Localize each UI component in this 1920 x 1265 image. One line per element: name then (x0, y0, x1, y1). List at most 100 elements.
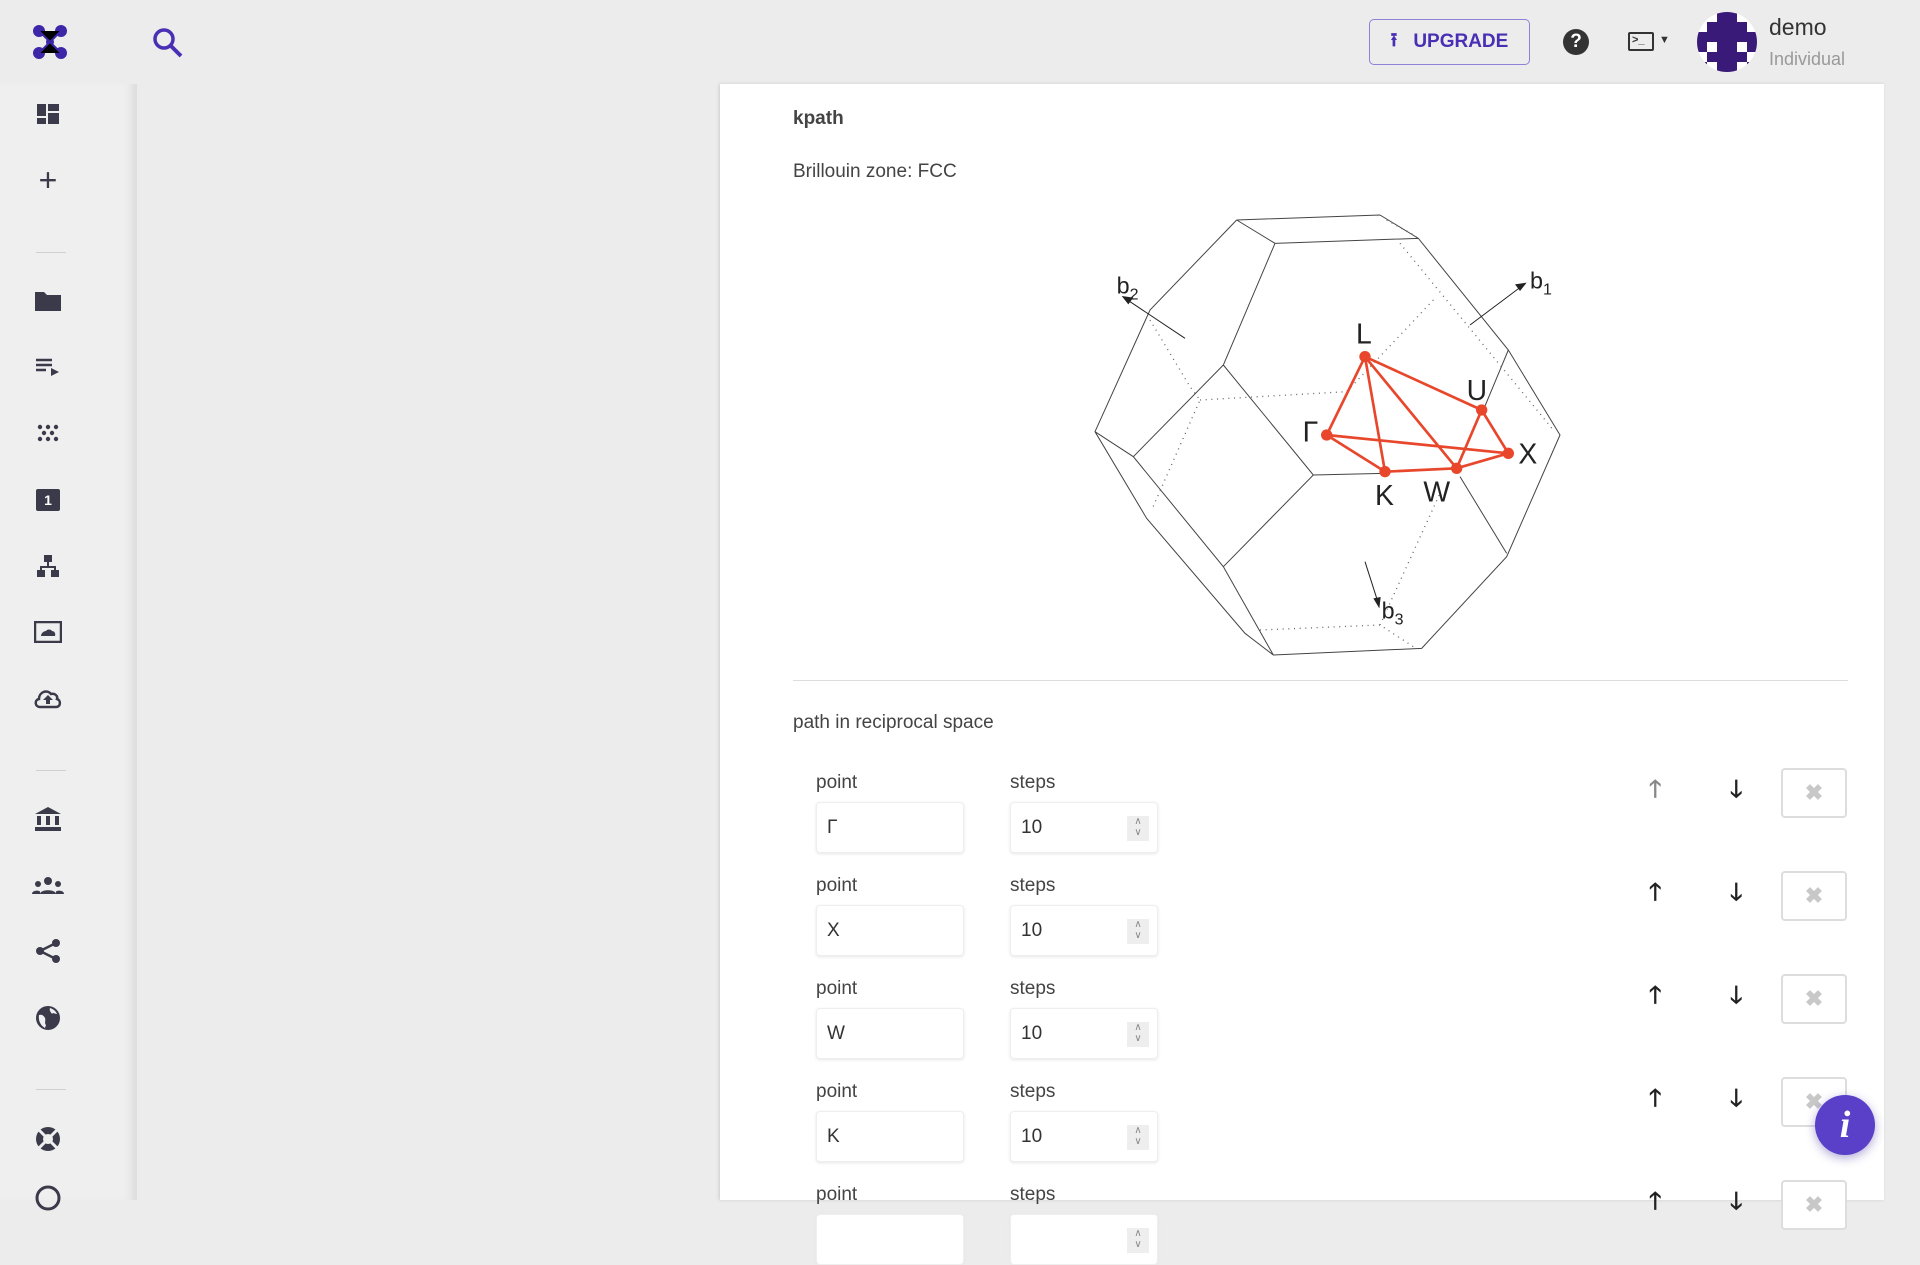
jobs-icon[interactable]: 1 (30, 482, 66, 518)
section-title: kpath (793, 108, 844, 129)
steps-value: 10 (1021, 817, 1043, 838)
vector-label-b3: b3 (1382, 597, 1404, 628)
stepper-icon[interactable]: ∧ ∨ (1127, 1022, 1149, 1047)
settings-icon[interactable] (30, 1180, 66, 1216)
brillouin-zone-diagram: b2 b1 b3 L Γ K W U X (1094, 214, 1561, 656)
label-K: K (1375, 480, 1394, 512)
avatar[interactable] (1697, 12, 1757, 72)
steps-input[interactable]: 10 ∧ ∨ (1010, 905, 1158, 956)
upgrade-button[interactable]: ⭱ UPGRADE (1369, 19, 1530, 65)
chevron-down-icon: ▼ (1659, 34, 1670, 46)
close-icon: ✖ (1804, 1192, 1824, 1217)
vector-arrows (1124, 284, 1524, 604)
move-down-icon[interactable]: 🡓 (1730, 1085, 1743, 1112)
vector-label-b2: b2 (1117, 272, 1139, 303)
label-U: U (1467, 375, 1487, 407)
brillouin-zone-label: Brillouin zone: FCC (793, 161, 957, 182)
label-X: X (1518, 438, 1537, 470)
arrow-heads (1121, 282, 1527, 609)
sidebar-divider (36, 1089, 66, 1090)
move-down-icon[interactable]: 🡓 (1730, 879, 1743, 906)
move-up-icon[interactable]: 🡑 (1649, 982, 1662, 1009)
remove-point-button[interactable]: ✖ (1781, 974, 1847, 1024)
steps-label: steps (1010, 1081, 1056, 1102)
point-label: point (816, 772, 858, 793)
stepper-icon[interactable]: ∧ ∨ (1127, 1125, 1149, 1150)
dashboard-icon[interactable] (30, 96, 66, 132)
steps-value: 10 (1021, 920, 1043, 941)
info-fab[interactable]: i (1815, 1095, 1875, 1155)
move-up-icon[interactable]: 🡑 (1649, 776, 1662, 803)
move-down-icon[interactable]: 🡓 (1730, 982, 1743, 1009)
label-W: W (1423, 477, 1450, 509)
steps-input[interactable]: 10 ∧ ∨ (1010, 802, 1158, 853)
steps-input[interactable]: 10 ∧ ∨ (1010, 1111, 1158, 1162)
remove-point-button[interactable]: ✖ (1781, 871, 1847, 921)
point-input[interactable]: K (816, 1111, 964, 1162)
share-icon[interactable] (30, 933, 66, 969)
divider (793, 680, 1848, 681)
point-input[interactable]: X (816, 905, 964, 956)
lifebuoy-icon[interactable] (30, 1121, 66, 1157)
zone-edges (1094, 214, 1561, 656)
sitemap-icon[interactable] (30, 548, 66, 584)
move-down-icon[interactable]: 🡓 (1730, 1188, 1743, 1215)
sidebar (0, 84, 137, 1200)
move-up-icon[interactable]: 🡑 (1649, 1188, 1662, 1215)
steps-input[interactable]: 10 ∧ ∨ (1010, 1008, 1158, 1059)
steps-value: 10 (1021, 1126, 1043, 1147)
terminal-icon: >_ (1628, 32, 1654, 51)
steps-label: steps (1010, 875, 1056, 896)
globe-icon[interactable] (30, 1000, 66, 1036)
move-up-icon[interactable]: 🡑 (1649, 879, 1662, 906)
bank-icon[interactable] (30, 801, 66, 837)
search-icon[interactable] (152, 27, 184, 59)
point-input[interactable]: Γ (816, 802, 964, 853)
point-U (1476, 404, 1488, 416)
kpath-panel: kpath Brillouin zone: FCC b2 b1 b3 L Γ K (720, 84, 1884, 1265)
remove-point-button[interactable]: ✖ (1781, 1180, 1847, 1230)
materials-dots-icon[interactable] (30, 415, 66, 451)
app-logo-icon[interactable] (32, 24, 68, 60)
folder-icon[interactable] (30, 283, 66, 319)
close-icon: ✖ (1804, 1089, 1824, 1114)
point-W (1451, 462, 1463, 474)
stepper-icon[interactable]: ∧ ∨ (1127, 919, 1149, 944)
close-icon: ✖ (1804, 986, 1824, 1011)
plus-icon[interactable]: + (38, 161, 58, 198)
close-icon: ✖ (1804, 883, 1824, 908)
user-plan: Individual (1769, 49, 1846, 69)
point-input[interactable] (816, 1214, 964, 1265)
point-X (1502, 447, 1514, 459)
move-up-icon[interactable]: 🡑 (1649, 1085, 1662, 1112)
terminal-menu-button[interactable]: >_ ▼ (1628, 30, 1672, 54)
stepper-icon[interactable]: ∧ ∨ (1127, 816, 1149, 841)
teams-icon[interactable] (30, 867, 66, 903)
remove-point-button[interactable]: ✖ (1781, 768, 1847, 818)
user-name: demo (1769, 14, 1827, 40)
close-icon: ✖ (1804, 780, 1824, 805)
point-K (1379, 466, 1391, 478)
upload-arrow-icon: ⭱ (1390, 30, 1398, 51)
hidden-edges (1149, 219, 1554, 648)
point-label: point (816, 1184, 858, 1205)
steps-label: steps (1010, 1184, 1056, 1205)
move-down-icon[interactable]: 🡓 (1730, 776, 1743, 803)
steps-label: steps (1010, 772, 1056, 793)
steps-value: 10 (1021, 1023, 1043, 1044)
help-icon[interactable]: ? (1563, 29, 1589, 55)
point-L (1359, 351, 1371, 363)
cloud-box-icon[interactable] (30, 614, 66, 650)
point-label: point (816, 978, 858, 999)
label-L: L (1356, 318, 1372, 350)
steps-input[interactable]: ∧ ∨ (1010, 1214, 1158, 1265)
vector-label-b1: b1 (1530, 267, 1552, 298)
steps-label: steps (1010, 978, 1056, 999)
point-label: point (816, 875, 858, 896)
cloud-upload-icon[interactable] (30, 680, 66, 716)
stepper-icon[interactable]: ∧ ∨ (1127, 1228, 1149, 1253)
point-input[interactable]: W (816, 1008, 964, 1059)
playlist-play-icon[interactable] (30, 349, 66, 385)
top-bar: ⭱ UPGRADE ? >_ ▼ demo Individual (0, 0, 1920, 84)
sidebar-divider (36, 770, 66, 771)
